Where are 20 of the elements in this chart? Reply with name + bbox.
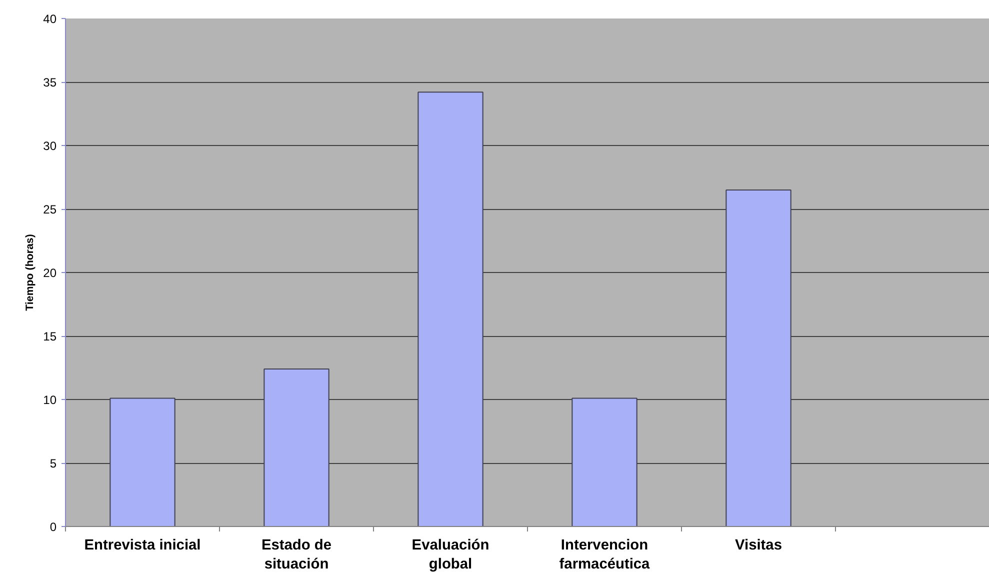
y-tick-label: 25 bbox=[43, 202, 57, 216]
bar bbox=[264, 368, 330, 526]
y-axis-title: Tiempo (horas) bbox=[24, 234, 36, 311]
bar bbox=[418, 92, 484, 526]
x-tick-label: Intervencion farmacéutica bbox=[559, 538, 651, 573]
bar bbox=[572, 398, 638, 526]
x-tick-label: Evaluación global bbox=[412, 538, 490, 573]
bar bbox=[110, 398, 176, 526]
y-tick-label: 5 bbox=[50, 456, 57, 470]
y-tick-label: 35 bbox=[43, 76, 57, 90]
y-tick-label: 30 bbox=[43, 139, 57, 153]
x-tick-label: Entrevista inicial bbox=[84, 538, 201, 554]
y-tick-label: 40 bbox=[43, 12, 57, 26]
x-tick-label: Estado de situación bbox=[261, 538, 332, 573]
x-tick-label: Visitas bbox=[735, 538, 782, 554]
bar bbox=[726, 189, 792, 526]
y-tick-label: 20 bbox=[43, 266, 57, 280]
y-tick-label: 15 bbox=[43, 330, 57, 344]
y-tick-label: 0 bbox=[50, 520, 57, 534]
y-tick-label: 10 bbox=[43, 393, 57, 407]
